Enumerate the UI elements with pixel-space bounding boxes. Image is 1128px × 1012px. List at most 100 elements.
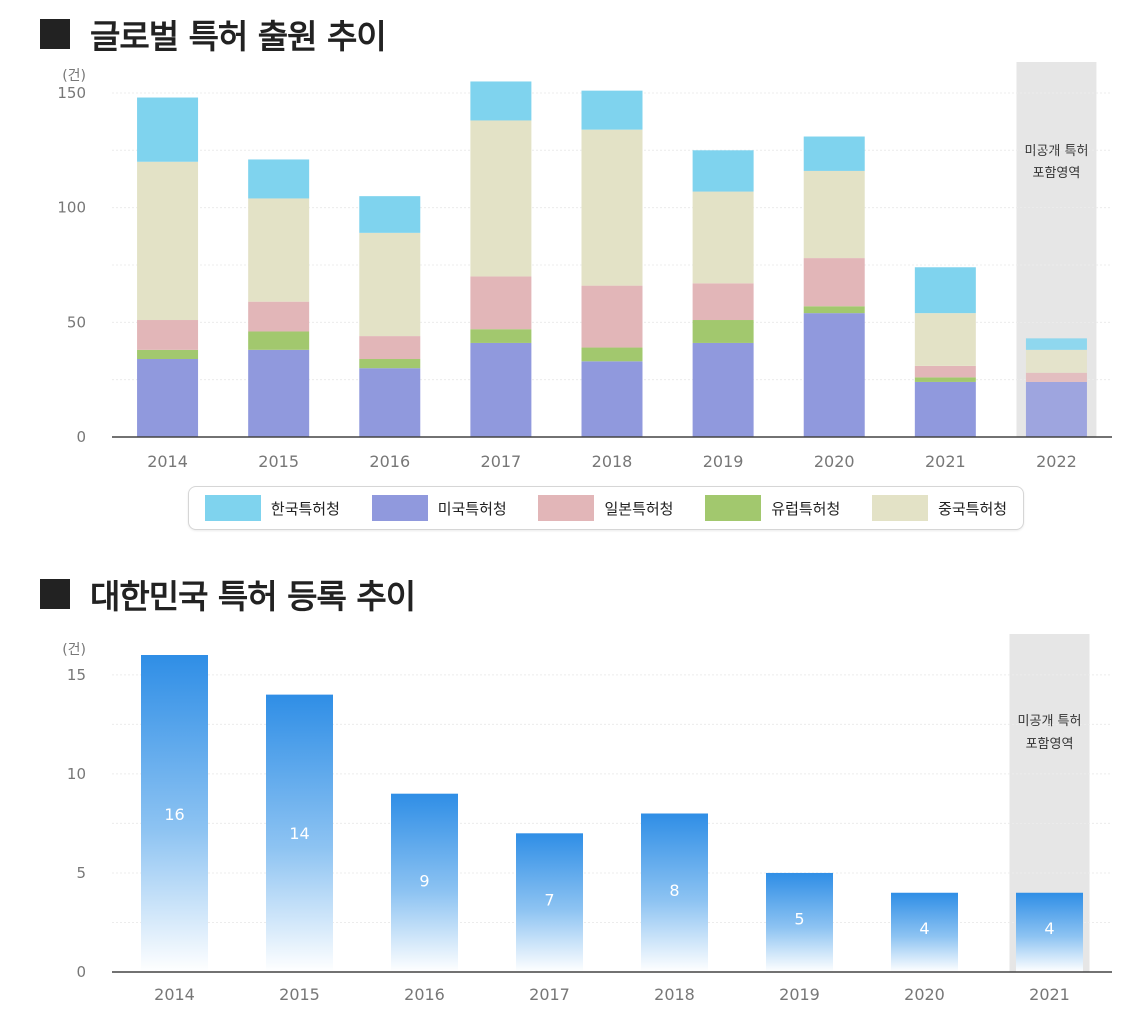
x-tick-label: 2022 bbox=[1036, 452, 1077, 471]
bar-segment bbox=[470, 329, 532, 343]
y-tick-label: 10 bbox=[67, 765, 86, 783]
bar-segment bbox=[581, 90, 643, 130]
bar-segment bbox=[359, 232, 421, 337]
square-bullet-icon bbox=[40, 579, 70, 609]
y-tick-label: 0 bbox=[76, 963, 86, 981]
legend-swatch bbox=[204, 495, 261, 521]
bar bbox=[766, 872, 833, 972]
bar bbox=[891, 892, 958, 972]
legend-item: 중국특허청 bbox=[872, 495, 1007, 521]
y-unit-label: (건) bbox=[62, 68, 86, 84]
bar-segment bbox=[1025, 381, 1087, 437]
bar-segment bbox=[248, 349, 310, 437]
bar-segment bbox=[581, 347, 643, 362]
x-tick-label: 2019 bbox=[703, 452, 744, 471]
y-tick-label: 100 bbox=[57, 199, 86, 217]
bar bbox=[641, 813, 708, 972]
bar-segment bbox=[1025, 349, 1087, 373]
bar-segment bbox=[914, 365, 976, 378]
bar bbox=[266, 694, 333, 972]
bar-segment bbox=[137, 320, 199, 350]
bar-segment bbox=[359, 196, 421, 233]
bar-segment bbox=[692, 320, 754, 343]
x-tick-label: 2016 bbox=[369, 452, 410, 471]
bar bbox=[141, 655, 208, 972]
bar-segment bbox=[137, 349, 199, 360]
legend-item: 유럽특허청 bbox=[705, 495, 840, 521]
y-tick-label: 5 bbox=[76, 864, 86, 882]
highlight-label: 미공개 특허 bbox=[1018, 714, 1082, 729]
bar bbox=[391, 793, 458, 972]
bar-segment bbox=[359, 359, 421, 369]
data-label: 4 bbox=[1044, 919, 1054, 938]
bar-segment bbox=[914, 267, 976, 314]
x-tick-label: 2016 bbox=[404, 985, 445, 1004]
y-tick-label: 15 bbox=[67, 666, 86, 684]
x-tick-label: 2015 bbox=[279, 985, 320, 1004]
x-tick-label: 2021 bbox=[925, 452, 966, 471]
x-tick-label: 2017 bbox=[481, 452, 522, 471]
x-tick-label: 2015 bbox=[258, 452, 299, 471]
bar-segment bbox=[248, 331, 310, 350]
legend-label: 한국특허청 bbox=[270, 499, 340, 518]
data-label: 4 bbox=[919, 919, 929, 938]
data-label: 9 bbox=[419, 871, 429, 890]
y-tick-label: 50 bbox=[67, 313, 86, 331]
bar-segment bbox=[137, 97, 199, 162]
bar-segment bbox=[692, 283, 754, 321]
bar-segment bbox=[914, 313, 976, 366]
data-label: 14 bbox=[289, 824, 309, 843]
bar-segment bbox=[581, 129, 643, 286]
x-tick-label: 2019 bbox=[779, 985, 820, 1004]
section-title-text: 글로벌 특허 출원 추이 bbox=[90, 17, 387, 56]
legend-swatch bbox=[538, 495, 595, 521]
bar-segment bbox=[803, 170, 865, 259]
bar bbox=[1016, 892, 1083, 972]
bar-segment bbox=[581, 285, 643, 348]
x-tick-label: 2017 bbox=[529, 985, 570, 1004]
bar-segment bbox=[692, 342, 754, 437]
bar-segment bbox=[803, 258, 865, 307]
data-label: 5 bbox=[794, 909, 804, 928]
bar-segment bbox=[803, 136, 865, 171]
bar-segment bbox=[359, 336, 421, 360]
chart-legend: 한국특허청 미국특허청 일본특허청 유럽특허청 중국특허청 bbox=[188, 486, 1024, 530]
x-tick-label: 2018 bbox=[654, 985, 695, 1004]
square-bullet-icon bbox=[40, 19, 70, 49]
bar-segment bbox=[248, 198, 310, 302]
x-tick-label: 2020 bbox=[814, 452, 855, 471]
data-label: 8 bbox=[669, 881, 679, 900]
bar-segment bbox=[470, 276, 532, 330]
section-title-korea: 대한민국 특허 등록 추이 bbox=[40, 570, 416, 618]
legend-label: 유럽특허청 bbox=[771, 499, 841, 518]
y-tick-label: 150 bbox=[57, 84, 86, 102]
highlight-label: 미공개 특허 bbox=[1024, 144, 1088, 159]
legend-label: 미국특허청 bbox=[437, 499, 507, 518]
data-label: 7 bbox=[544, 890, 554, 909]
legend-swatch bbox=[371, 495, 428, 521]
bar-segment bbox=[692, 191, 754, 284]
highlight-label: 포함영역 bbox=[1033, 166, 1081, 181]
bar-segment bbox=[359, 368, 421, 437]
bar-segment bbox=[803, 313, 865, 437]
bar bbox=[516, 833, 583, 972]
section-title-text: 대한민국 특허 등록 추이 bbox=[90, 577, 416, 616]
highlight-label: 포함영역 bbox=[1026, 737, 1074, 752]
legend-item: 미국특허청 bbox=[371, 495, 507, 521]
legend-swatch bbox=[705, 495, 762, 521]
bar-segment bbox=[137, 161, 199, 321]
bar-segment bbox=[470, 342, 532, 437]
bar-segment bbox=[137, 359, 199, 437]
data-label: 16 bbox=[164, 805, 184, 824]
x-tick-label: 2018 bbox=[592, 452, 633, 471]
bar-segment bbox=[914, 381, 976, 437]
x-tick-label: 2014 bbox=[154, 985, 195, 1004]
bar-segment bbox=[248, 301, 310, 332]
bar-segment bbox=[914, 377, 976, 382]
legend-item: 한국특허청 bbox=[204, 495, 340, 521]
bar-segment bbox=[470, 120, 532, 277]
bar-segment bbox=[248, 159, 310, 199]
x-tick-label: 2021 bbox=[1029, 985, 1070, 1004]
